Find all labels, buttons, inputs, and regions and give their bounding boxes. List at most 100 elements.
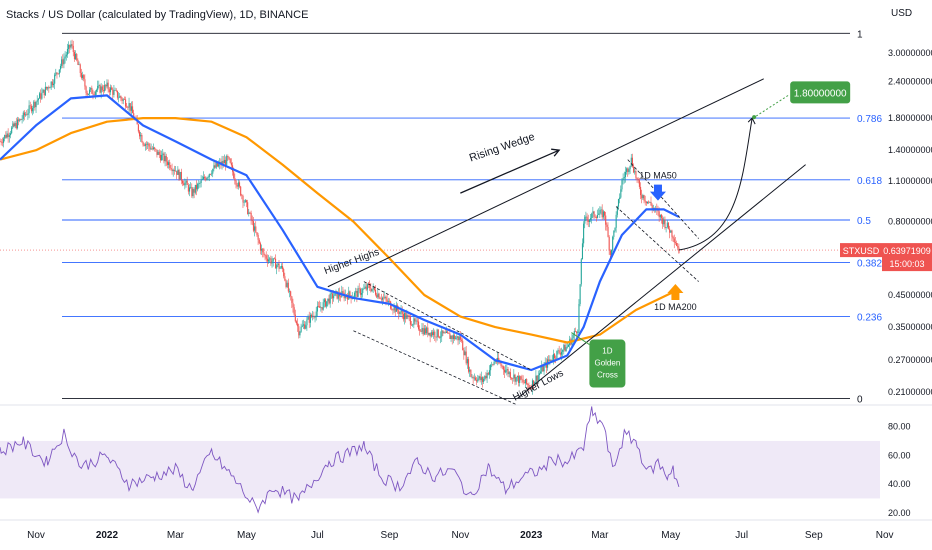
candle-body [227,155,229,158]
candle-body [148,143,150,147]
candle-body [406,314,408,319]
candle-body [429,332,431,337]
candle [178,168,180,182]
candle-body [111,87,113,90]
candle-body [264,254,266,256]
candle-body [48,87,50,89]
candle-body [509,372,511,378]
candle-body [479,376,481,381]
candle-body [420,330,422,332]
candle-body [245,200,248,203]
candle [126,103,128,109]
candle [429,332,431,343]
candle-body [499,362,501,364]
candle [18,117,20,126]
candle [27,108,29,120]
candle-body [120,96,122,99]
candle-body [305,325,307,329]
candle [455,335,457,340]
candle-body [441,330,443,337]
fib-level-label: 1 [857,29,863,40]
candle-body [290,291,292,297]
candle-body [257,234,259,240]
candle-body [624,171,627,178]
candle-body [495,361,497,363]
candle [600,206,602,215]
candle-body [471,376,473,378]
candle [28,100,30,119]
candle-body [247,202,249,214]
candle-body [49,87,51,89]
candle [411,321,413,326]
candle-body [8,135,10,138]
candle-body [46,86,48,89]
candle [55,68,57,77]
candle [132,101,134,114]
candle-body [409,316,411,325]
candle-body [393,305,395,311]
candle-body [263,252,265,255]
candle [514,373,516,386]
candle [522,375,524,385]
candle [22,110,24,122]
candle-body [215,163,217,168]
candle-body [598,213,600,215]
candle [674,236,677,245]
candle [90,87,92,92]
candle [95,88,98,96]
candle [9,130,12,139]
candle-body [39,93,41,99]
candle [383,293,385,303]
candle-body [18,119,20,121]
candle-body [665,227,667,228]
candle [492,363,494,367]
candle-body [286,282,288,287]
candle-body [564,344,566,352]
candle-body [163,153,165,162]
candle [347,292,349,305]
candle [0,138,2,146]
candle-body [362,289,364,294]
candle-body [469,369,471,372]
candle-body [36,100,38,102]
candle-body [523,382,525,384]
candle-body [323,299,325,303]
candle-body [426,327,428,334]
candle-body [522,379,524,383]
candle [269,256,271,263]
candle [356,288,358,303]
candle-body [578,303,580,332]
candle-body [512,378,514,379]
candle [142,141,144,147]
time-tick-label: May [237,530,256,541]
candle [87,93,89,96]
candle-body [207,177,209,178]
candle-body [357,288,359,297]
candle [204,174,206,181]
candle [615,211,617,233]
candle [426,326,428,335]
candle [374,285,377,297]
candle-body [269,258,271,260]
candle [433,328,435,339]
candle [92,89,94,100]
candle [165,153,167,167]
candle-body [188,187,191,192]
candle [479,373,481,383]
candle [451,334,453,345]
candle [431,329,434,337]
candle [66,43,69,58]
candle [524,378,527,389]
candle [440,331,442,344]
candle-body [494,361,496,362]
candle [442,330,444,337]
candle-body [413,318,415,325]
candle-body [560,351,563,355]
candle [666,220,668,229]
candle-body [159,154,162,161]
candle [657,205,659,216]
candle-body [535,375,537,383]
